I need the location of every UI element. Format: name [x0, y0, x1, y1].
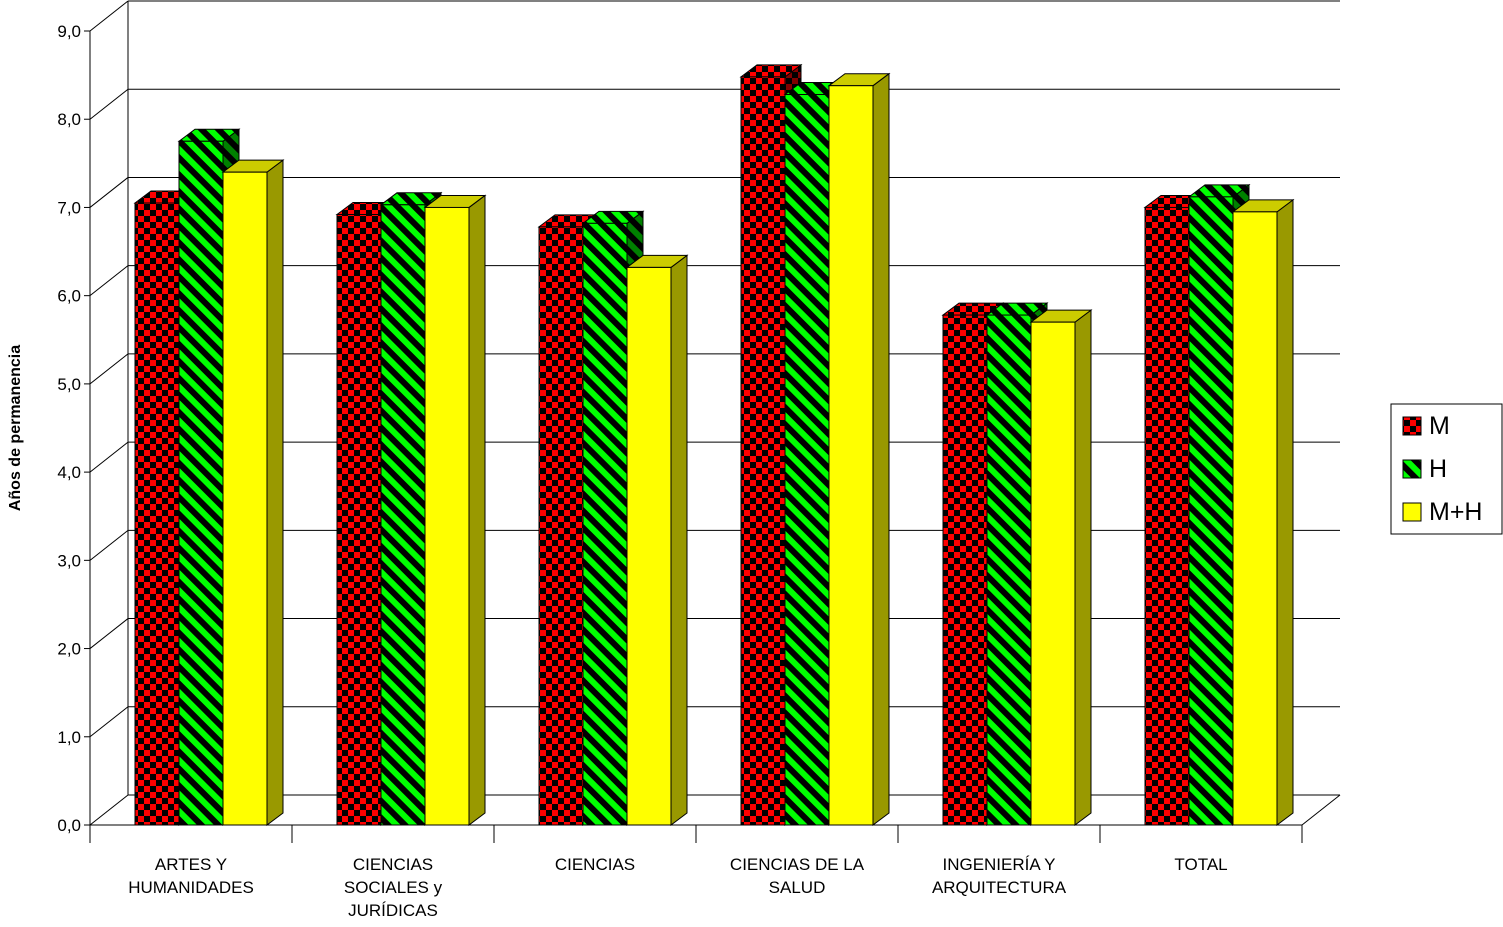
gridline-connector [89, 0, 129, 32]
y-tick-label: 4,0 [57, 463, 81, 482]
bar-front [1030, 321, 1076, 826]
gridline-connector [89, 706, 129, 738]
bar-front [828, 85, 874, 826]
bar-front [784, 94, 830, 826]
bar-side [670, 254, 688, 826]
gridlines [89, 0, 1340, 826]
bar-side [872, 72, 890, 826]
gridline-connector [89, 88, 129, 120]
x-tick-label: SOCIALES y [344, 878, 443, 897]
floor-edge [1301, 794, 1341, 826]
y-axis-title: Años de permanencia [7, 345, 24, 511]
bar-front [538, 226, 584, 826]
bar-mplush [1231, 198, 1295, 826]
x-tick-label: CIENCIAS DE LA [730, 855, 865, 874]
x-tick-label: HUMANIDADES [128, 878, 254, 897]
bar-front [740, 76, 786, 826]
gridline-connector [89, 529, 129, 561]
x-tick-label: CIENCIAS [353, 855, 433, 874]
bars [133, 63, 1295, 826]
x-tick-label: JURÍDICAS [348, 901, 438, 920]
bar-front [626, 266, 672, 826]
bar-front [178, 140, 224, 826]
gridline-connector [89, 177, 129, 208]
gridline-connector [89, 618, 129, 649]
y-tick-label: 0,0 [57, 816, 81, 835]
bar-front [942, 314, 988, 826]
y-tick-label: 6,0 [57, 287, 81, 306]
legend-label: M [1429, 412, 1450, 440]
x-tick-label: ARQUITECTURA [932, 878, 1067, 897]
axes [84, 1, 1341, 843]
bar-front [986, 314, 1032, 826]
bar-mplush [1029, 309, 1093, 826]
bar-side [1276, 198, 1294, 826]
bar-front [1144, 206, 1190, 826]
legend-swatch [1402, 416, 1422, 436]
bar-mplush [625, 254, 689, 826]
bar-front [582, 222, 628, 826]
bar-front [1232, 211, 1278, 826]
y-tick-label: 7,0 [57, 198, 81, 217]
bar-mplush [827, 72, 891, 826]
bar-front [424, 206, 470, 826]
legend-label: H [1429, 455, 1447, 483]
bar-mplush [423, 194, 487, 826]
legend-swatch [1402, 502, 1422, 522]
y-tick-label: 2,0 [57, 640, 81, 659]
bar-front [380, 204, 426, 826]
axis-labels: 0,0 1,0 2,0 3,0 4,0 5,0 6,0 7,0 8,0 9,0 Años de pe… [7, 22, 1228, 920]
gridline-connector [89, 265, 129, 297]
legend: MH M+H [1390, 403, 1503, 535]
gridline-connector [89, 794, 129, 826]
bar-side [1074, 309, 1092, 826]
y-tick-label: 5,0 [57, 375, 81, 394]
bar-side [266, 159, 284, 826]
y-tick-label: 8,0 [57, 110, 81, 129]
gridline-connector [89, 353, 129, 385]
legend-swatch [1402, 459, 1422, 479]
legend-label: M+H [1429, 498, 1482, 526]
y-tick-label: 1,0 [57, 728, 81, 747]
x-tick-label: ARTES Y [155, 855, 227, 874]
x-tick-label: TOTAL [1174, 855, 1227, 874]
x-tick-label: INGENIERÍA Y [942, 855, 1055, 874]
bar-front [336, 214, 382, 826]
y-tick-label: 9,0 [57, 22, 81, 41]
bar-front [1188, 196, 1234, 826]
gridline-connector [89, 441, 129, 473]
bar-front [222, 171, 268, 826]
x-tick-label: SALUD [769, 878, 826, 897]
x-tick-label: CIENCIAS [555, 855, 635, 874]
bar-front [134, 202, 180, 826]
bar-side [468, 194, 486, 826]
bar-mplush [221, 159, 285, 826]
y-tick-label: 3,0 [57, 551, 81, 570]
